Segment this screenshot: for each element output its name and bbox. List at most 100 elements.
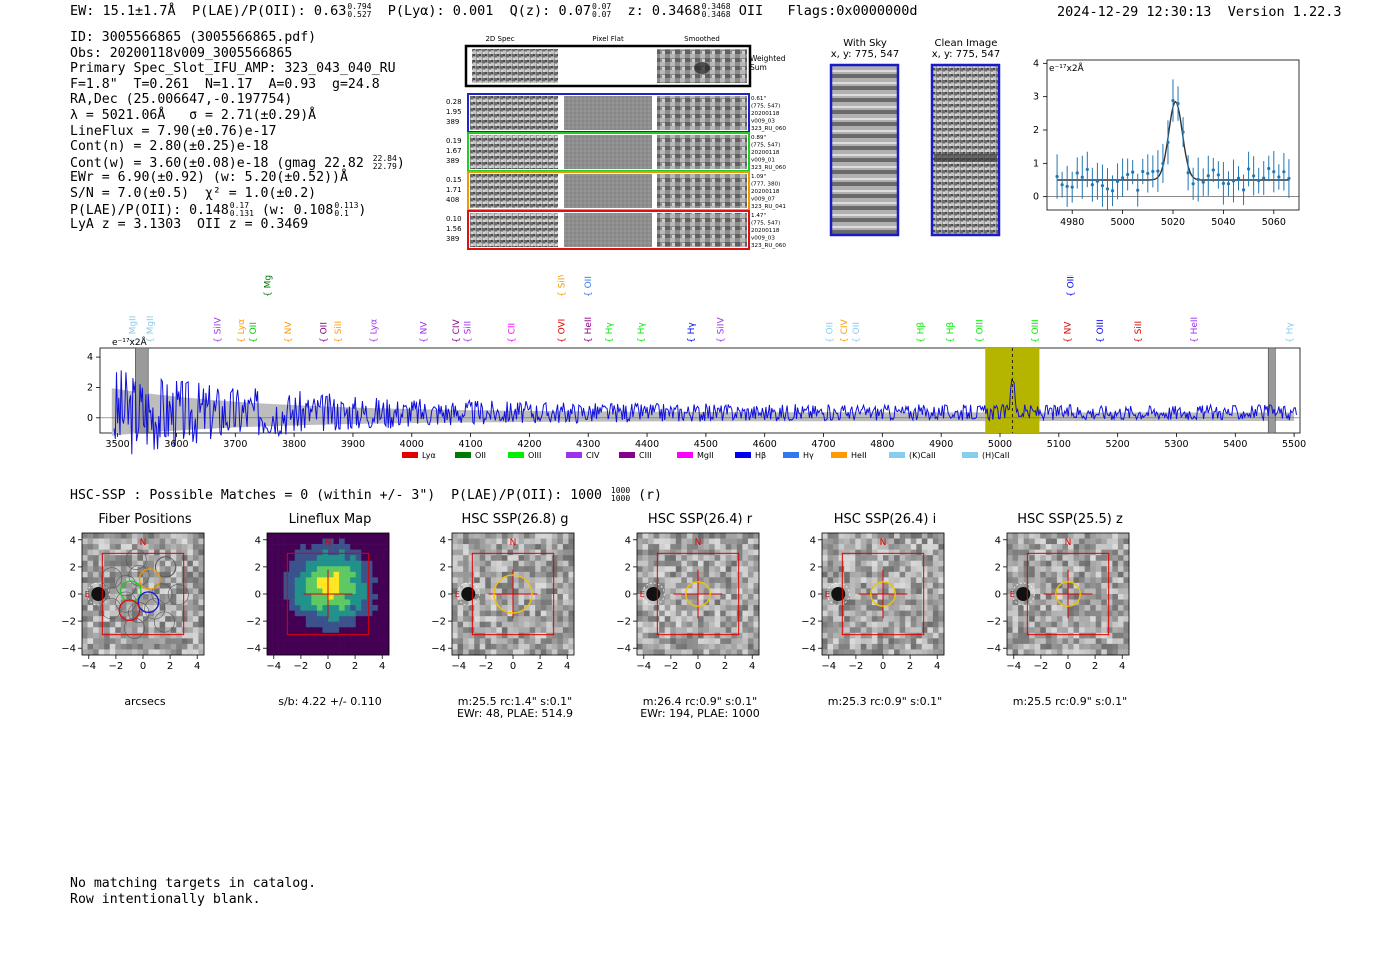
pixel xyxy=(681,538,688,545)
pixel xyxy=(350,632,357,639)
pixel xyxy=(176,571,183,578)
pixel xyxy=(154,533,160,539)
cutout-left-0-0: 0.28 xyxy=(446,98,462,106)
pixel xyxy=(294,549,301,556)
pixel xyxy=(551,538,558,545)
pixel xyxy=(1106,538,1113,545)
pixel xyxy=(192,594,199,600)
pixel xyxy=(115,632,122,639)
pixel xyxy=(192,616,199,623)
pixel xyxy=(692,649,699,656)
pixel xyxy=(725,549,732,556)
pixel xyxy=(361,643,368,650)
aperture-box xyxy=(471,552,555,636)
pixel xyxy=(1084,643,1091,650)
pixel xyxy=(361,605,368,611)
pixel xyxy=(692,627,699,634)
pixel xyxy=(910,594,917,600)
pixel xyxy=(383,566,390,573)
pixel xyxy=(894,649,900,656)
pixel xyxy=(479,588,486,595)
pixel xyxy=(1090,566,1097,573)
pixel xyxy=(1007,632,1013,639)
fiber-circle xyxy=(151,583,173,605)
pixel xyxy=(877,566,884,573)
pixel xyxy=(899,616,906,623)
pixel xyxy=(187,599,194,606)
pixel xyxy=(877,638,884,645)
pixel xyxy=(670,649,677,656)
pixel xyxy=(294,638,301,645)
pixel xyxy=(468,610,475,617)
pixel xyxy=(1045,605,1052,611)
pixel xyxy=(496,643,503,650)
pixel xyxy=(1117,632,1124,639)
pixel xyxy=(653,638,660,645)
pixel xyxy=(328,599,334,606)
pixel xyxy=(366,588,373,595)
pixel xyxy=(938,632,945,639)
pixel xyxy=(501,605,508,611)
pixel xyxy=(1007,594,1013,600)
pixel xyxy=(170,544,177,550)
pixel xyxy=(131,566,138,573)
pixel xyxy=(877,632,884,639)
pixel xyxy=(137,627,144,634)
pixel xyxy=(468,599,475,606)
pixel xyxy=(305,594,312,600)
col-2d-label: 2D Spec xyxy=(485,35,514,43)
pixel xyxy=(126,571,133,578)
pixel xyxy=(659,533,666,539)
pixel xyxy=(1012,588,1019,595)
pixel xyxy=(524,649,530,656)
pixel xyxy=(294,621,301,628)
pixel xyxy=(159,571,166,578)
pixel xyxy=(383,638,390,645)
pixel xyxy=(355,560,362,567)
pixel xyxy=(289,544,296,550)
pixel xyxy=(311,533,318,539)
pixel xyxy=(546,632,553,639)
pixel xyxy=(311,588,318,595)
pixel xyxy=(383,544,390,550)
zoom-point xyxy=(1070,185,1074,189)
ytick-label: −2 xyxy=(801,617,816,628)
pixel xyxy=(653,599,660,606)
pixel xyxy=(653,555,660,562)
pixel xyxy=(87,605,94,611)
bright-source xyxy=(646,587,661,601)
line-label-25: { Hβ xyxy=(917,322,927,343)
pixel xyxy=(355,599,362,606)
pixel xyxy=(355,594,362,600)
pixel xyxy=(899,560,906,567)
pixel xyxy=(377,632,384,639)
pixel xyxy=(1117,566,1124,573)
plae-w-lo: 0.1 xyxy=(334,208,349,218)
pixel xyxy=(126,632,133,639)
pixel xyxy=(366,571,373,578)
pixel xyxy=(686,621,693,628)
pixel xyxy=(1106,649,1113,656)
pixel xyxy=(562,566,569,573)
pixel xyxy=(1068,643,1074,650)
pixel xyxy=(300,544,307,550)
source-aperture xyxy=(826,582,850,606)
pixel xyxy=(1056,549,1063,556)
xtick-label: 0 xyxy=(325,661,331,672)
pixel xyxy=(1106,632,1113,639)
pixel xyxy=(883,610,889,617)
pixel xyxy=(148,571,155,578)
pixel xyxy=(452,616,458,623)
pixel xyxy=(1123,533,1130,539)
pixel xyxy=(366,599,373,606)
header-right: 2024-12-29 12:30:13 Version 1.22.3 xyxy=(1057,4,1342,20)
pixel xyxy=(490,549,497,556)
pixel xyxy=(278,555,284,562)
info-lya: LyA z = 3.1303 OII z = 0.3469 xyxy=(70,217,309,233)
pixel xyxy=(855,594,862,600)
pixel xyxy=(927,610,934,617)
pixel xyxy=(115,549,122,556)
pixel xyxy=(938,594,945,600)
pixel xyxy=(181,643,188,650)
pixel xyxy=(361,610,368,617)
